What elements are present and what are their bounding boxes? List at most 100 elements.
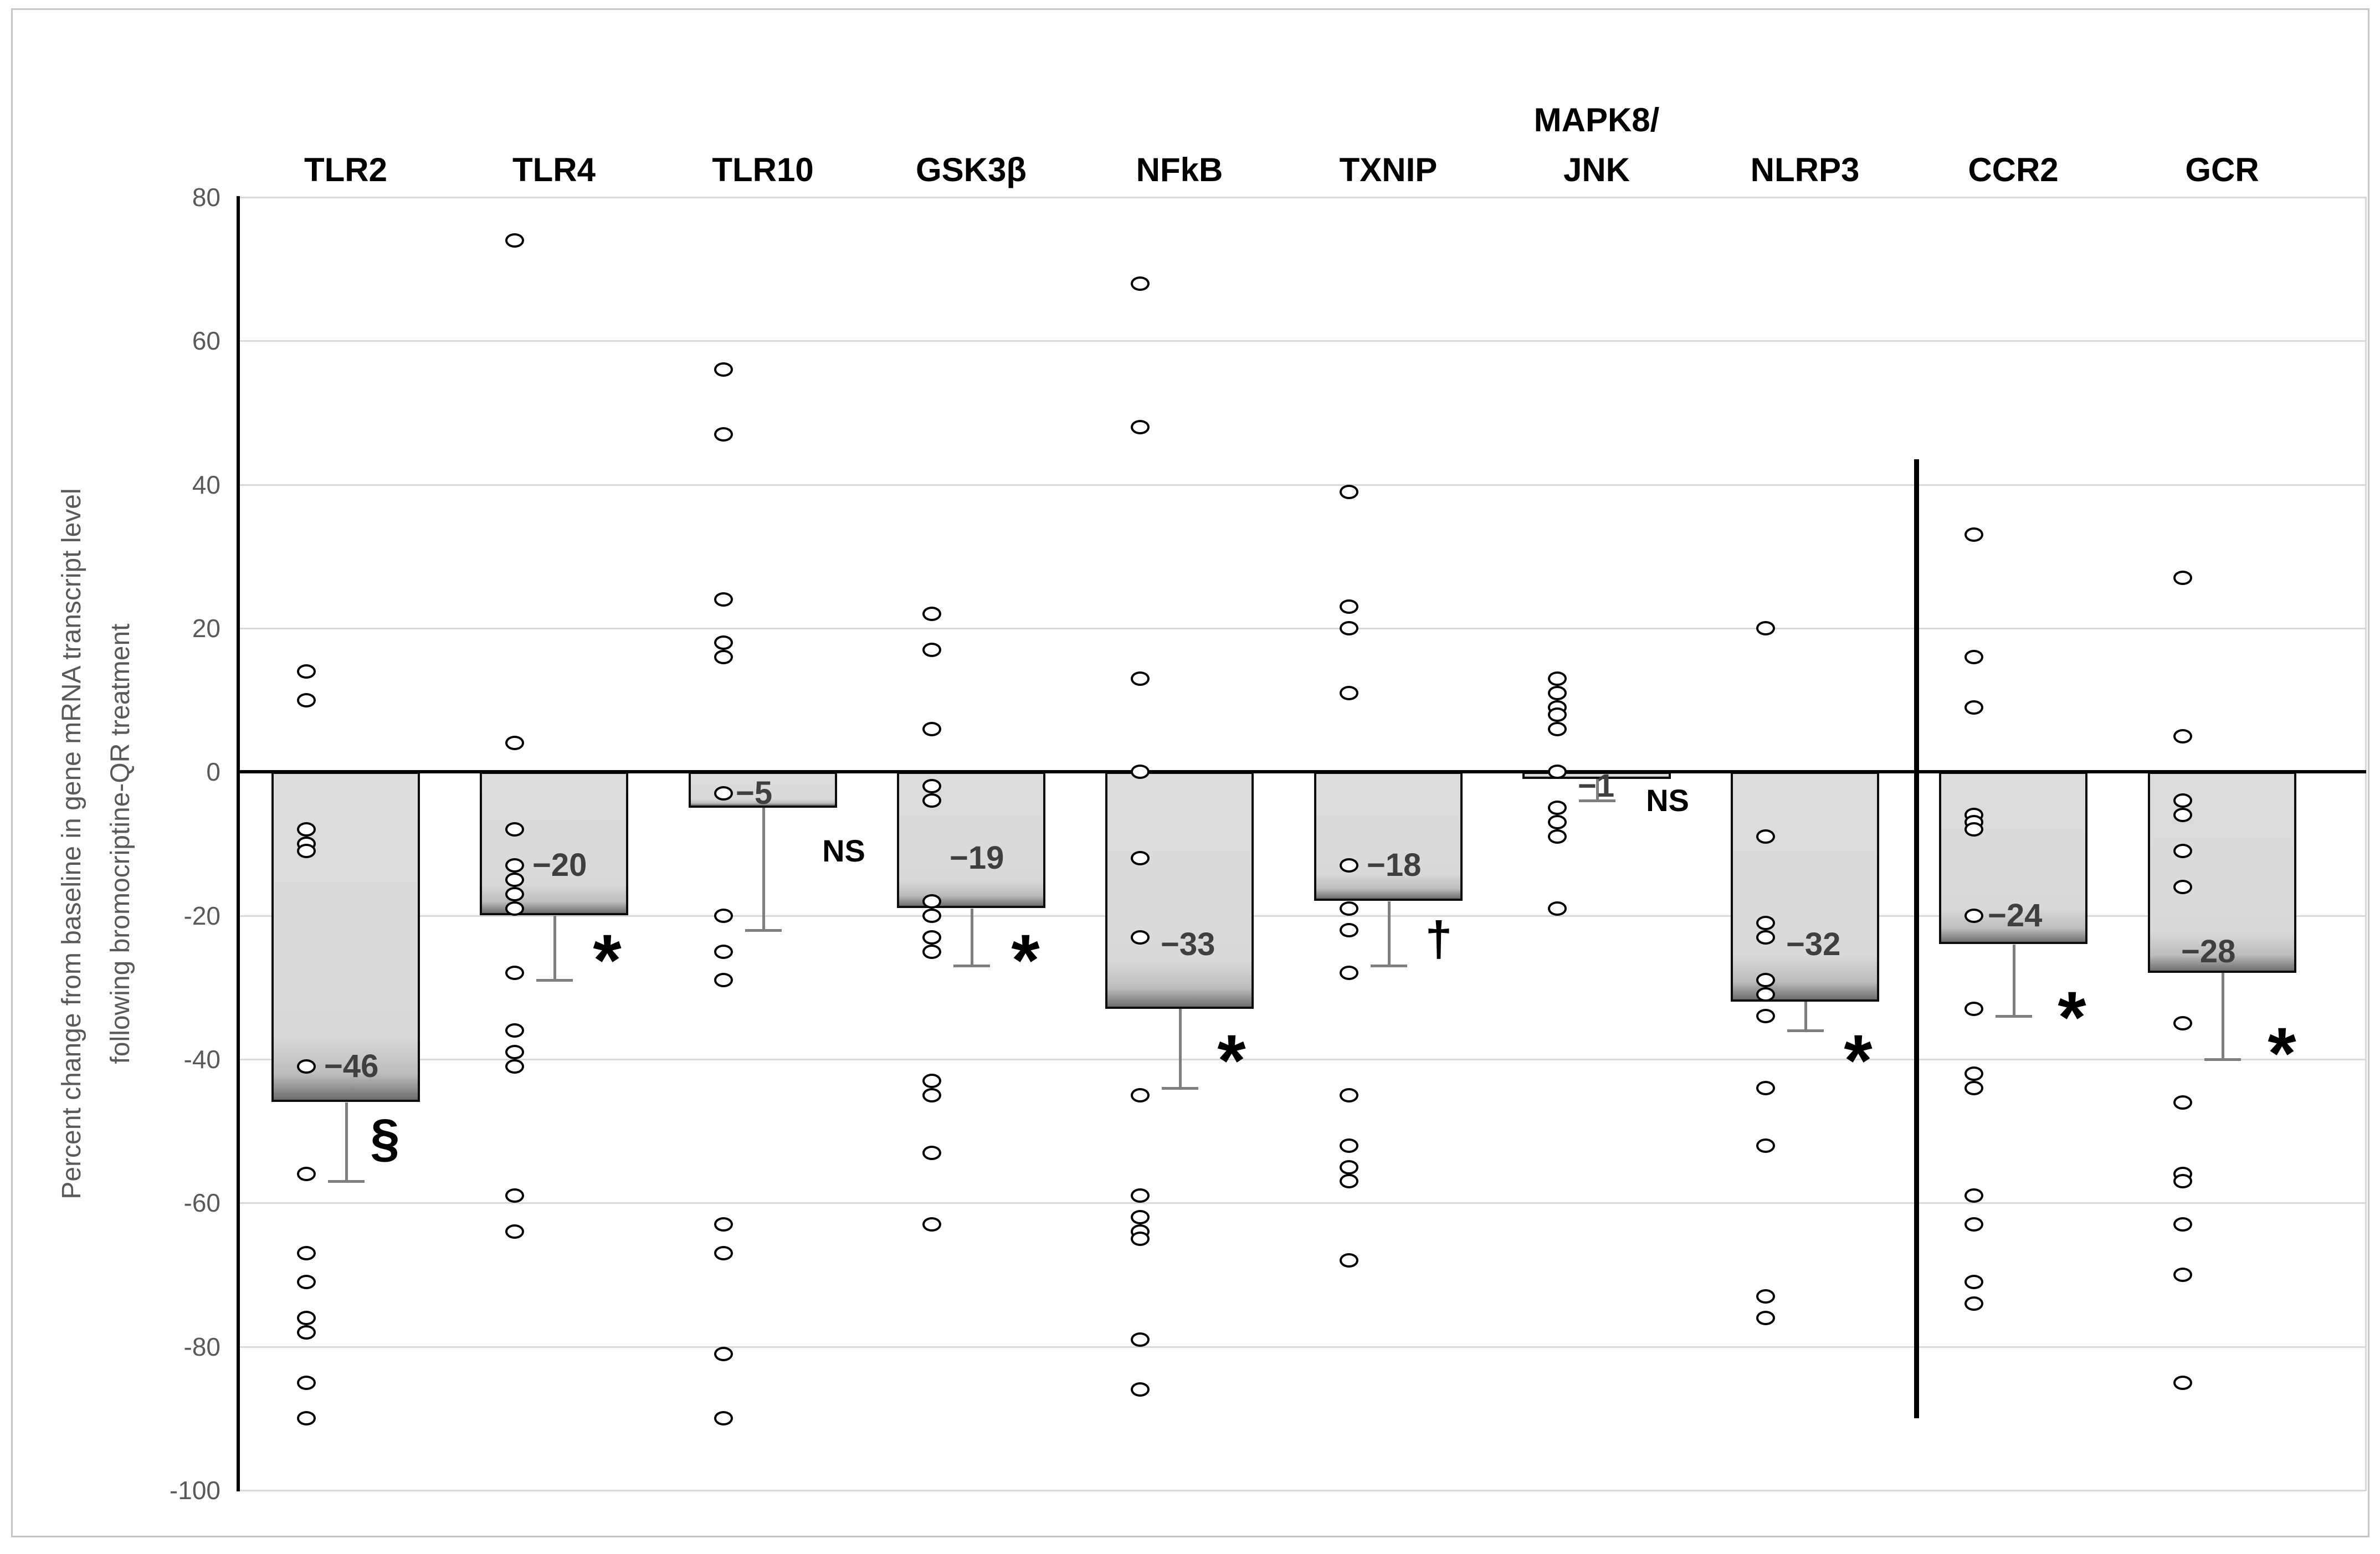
- significance-marker: *: [2058, 976, 2086, 1058]
- data-point: [2173, 1217, 2192, 1232]
- data-point: [714, 1411, 733, 1425]
- error-bar: [2222, 973, 2224, 1059]
- gene-header: GCR: [2185, 151, 2259, 188]
- data-point: [1131, 1382, 1150, 1397]
- data-point: [1340, 485, 1358, 499]
- data-point: [297, 844, 316, 858]
- data-point: [505, 887, 524, 901]
- data-point: [1756, 1081, 1775, 1095]
- data-point: [505, 1023, 524, 1038]
- data-point: [297, 1376, 316, 1390]
- error-bar: [1388, 901, 1391, 966]
- bar-value-label: −32: [1786, 926, 1841, 962]
- bar-value-label: −28: [2181, 934, 2236, 970]
- data-point: [2173, 880, 2192, 894]
- gridline-40: [238, 484, 2366, 486]
- y-axis-title-line2: following bromocriptine-QR treatment: [106, 623, 135, 1064]
- data-point: [297, 664, 316, 679]
- data-point: [1964, 1066, 1983, 1081]
- bar: [897, 772, 1045, 908]
- data-point: [297, 693, 316, 707]
- gene-header: NLRP3: [1750, 151, 1860, 188]
- data-point: [505, 1045, 524, 1059]
- data-point: [1964, 1188, 1983, 1203]
- bar: [480, 772, 628, 915]
- data-point: [297, 1059, 316, 1074]
- data-point: [1964, 822, 1983, 837]
- data-point: [1340, 686, 1358, 700]
- y-tick-label: 60: [192, 326, 220, 355]
- data-point: [1964, 1296, 1983, 1311]
- data-point: [1756, 1009, 1775, 1023]
- data-point: [1340, 1088, 1358, 1102]
- data-point: [505, 901, 524, 916]
- gridline--60: [238, 1202, 2366, 1204]
- data-point: [2173, 1376, 2192, 1390]
- data-point: [922, 793, 941, 808]
- y-axis-title-line1: Percent change from baseline in gene mRN…: [57, 488, 86, 1199]
- gridline--100: [238, 1490, 2366, 1491]
- y-tick-label: 0: [206, 757, 220, 786]
- y-tick-label: -40: [183, 1045, 220, 1074]
- data-point: [922, 643, 941, 657]
- gene-header: MAPK8/ JNK: [1533, 101, 1660, 188]
- data-point: [1548, 901, 1567, 916]
- bar: [1105, 772, 1254, 1009]
- gene-header: TLR2: [304, 151, 387, 188]
- data-point: [714, 973, 733, 987]
- error-bar: [971, 909, 973, 966]
- bar: [1731, 772, 1879, 1002]
- data-point: [505, 822, 524, 837]
- bar-value-label: −46: [324, 1048, 379, 1084]
- data-point: [1964, 1275, 1983, 1289]
- data-point: [1756, 1289, 1775, 1304]
- gene-header: TLR4: [512, 151, 596, 188]
- bar-value-label: −33: [1161, 926, 1215, 962]
- significance-marker: *: [1217, 1019, 1246, 1101]
- data-point: [922, 722, 941, 736]
- data-point: [922, 1088, 941, 1102]
- bar-value-label: −5: [736, 775, 773, 811]
- data-point: [1548, 686, 1567, 700]
- data-point: [1131, 1188, 1150, 1203]
- data-point: [922, 1217, 941, 1232]
- data-point: [297, 1275, 316, 1289]
- significance-marker: NS: [822, 833, 865, 868]
- gridline-20: [238, 628, 2366, 629]
- data-point: [922, 1074, 941, 1088]
- data-point: [2173, 1016, 2192, 1030]
- data-point: [922, 779, 941, 793]
- data-point: [505, 736, 524, 750]
- data-point: [1340, 966, 1358, 980]
- data-point: [714, 1217, 733, 1232]
- bar: [2148, 772, 2296, 973]
- data-point: [2173, 1174, 2192, 1188]
- data-point: [1756, 1311, 1775, 1325]
- data-point: [1131, 930, 1150, 945]
- bar: [1314, 772, 1463, 901]
- data-point: [1964, 527, 1983, 542]
- gene-header: GSK3β: [915, 151, 1027, 188]
- error-bar-cap: [1787, 1029, 1824, 1032]
- data-point: [922, 1146, 941, 1160]
- data-point: [505, 966, 524, 980]
- gridline--80: [238, 1346, 2366, 1348]
- data-point: [714, 635, 733, 650]
- data-point: [1964, 1217, 1983, 1232]
- error-bar-cap: [2204, 1058, 2241, 1061]
- data-point: [714, 427, 733, 442]
- data-point: [2173, 808, 2192, 822]
- data-point: [2173, 571, 2192, 585]
- data-point: [1340, 1138, 1358, 1153]
- data-point: [2173, 844, 2192, 858]
- data-point: [505, 1188, 524, 1203]
- significance-marker: *: [1844, 1019, 1873, 1101]
- data-point: [1340, 1160, 1358, 1175]
- data-point: [1756, 829, 1775, 844]
- error-bar: [1804, 1002, 1807, 1030]
- data-point: [1548, 671, 1567, 686]
- data-point: [922, 945, 941, 959]
- data-point: [1548, 722, 1567, 736]
- data-point: [297, 822, 316, 837]
